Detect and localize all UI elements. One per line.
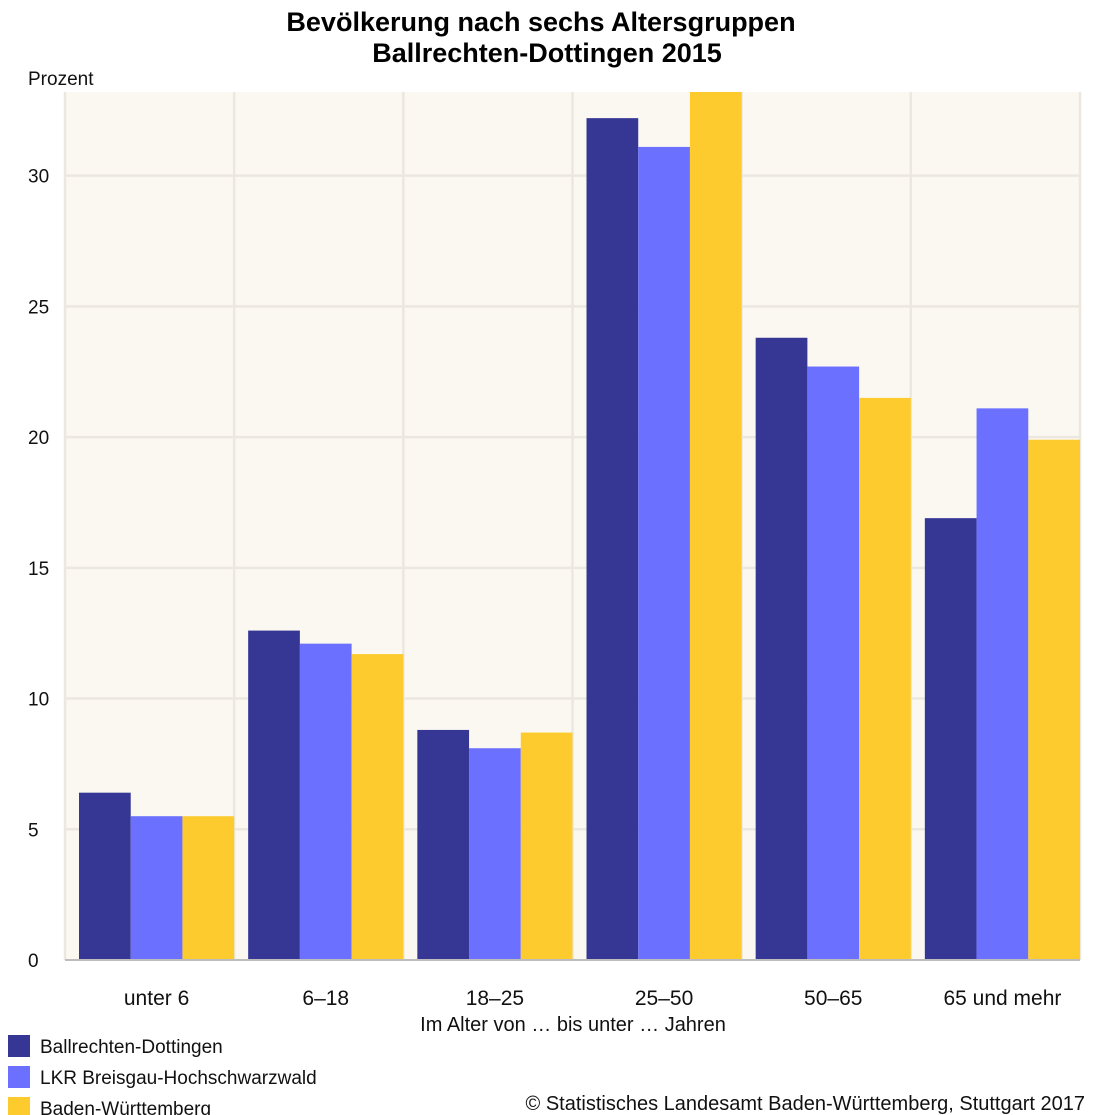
bar bbox=[638, 146, 690, 960]
y-tick-label: 10 bbox=[28, 690, 49, 711]
x-axis-label: Im Alter von … bis unter … Jahren bbox=[420, 1014, 726, 1036]
bar bbox=[417, 729, 470, 960]
legend-label: Ballrechten-Dottingen bbox=[40, 1037, 223, 1058]
bar bbox=[248, 630, 300, 960]
legend-swatch bbox=[8, 1066, 30, 1088]
bar bbox=[586, 118, 639, 960]
bar bbox=[182, 816, 235, 960]
y-tick-label: 5 bbox=[28, 820, 39, 841]
legend-label: Baden-Württemberg bbox=[40, 1099, 211, 1115]
category-label: 65 und mehr bbox=[943, 987, 1061, 1010]
bar bbox=[924, 518, 977, 960]
category-label: unter 6 bbox=[124, 987, 189, 1010]
category-label: 6–18 bbox=[302, 987, 349, 1010]
bar bbox=[79, 792, 131, 960]
category-label: 25–50 bbox=[635, 987, 693, 1010]
legend-swatch bbox=[8, 1097, 30, 1115]
bars bbox=[79, 92, 1080, 961]
chart-title: Bevölkerung nach sechs Altersgruppen bbox=[286, 7, 795, 37]
y-tick-label: 20 bbox=[28, 428, 49, 449]
legend-label: LKR Breisgau-Hochschwarzwald bbox=[40, 1068, 317, 1089]
category-label: 18–25 bbox=[466, 987, 524, 1010]
bar bbox=[130, 816, 183, 960]
y-tick-label: 30 bbox=[28, 167, 49, 188]
bar bbox=[755, 337, 808, 960]
bar bbox=[859, 397, 911, 960]
bar bbox=[520, 732, 573, 960]
category-labels: unter 6 6–18 18–25 25–50 50–65 65 und mehr bbox=[124, 987, 1061, 1010]
bar bbox=[1028, 439, 1080, 960]
legend: Ballrechten-Dottingen LKR Breisgau-Hochsc… bbox=[8, 1035, 317, 1115]
y-tick-label: 0 bbox=[28, 951, 39, 972]
y-axis-unit: Prozent bbox=[28, 69, 94, 90]
y-tick-label: 15 bbox=[28, 559, 49, 580]
bar bbox=[689, 92, 742, 960]
bar bbox=[976, 408, 1029, 961]
bar bbox=[807, 366, 860, 960]
bar bbox=[469, 748, 521, 960]
source-note: © Statistisches Landesamt Baden-Württemb… bbox=[526, 1093, 1085, 1115]
bar bbox=[299, 643, 352, 960]
y-tick-labels: 0 5 10 15 20 25 30 bbox=[28, 167, 49, 972]
category-label: 50–65 bbox=[804, 987, 862, 1010]
bar bbox=[351, 654, 404, 960]
legend-swatch bbox=[8, 1035, 30, 1057]
y-tick-label: 25 bbox=[28, 297, 49, 318]
chart-subtitle: Ballrechten-Dottingen 2015 bbox=[372, 38, 722, 68]
